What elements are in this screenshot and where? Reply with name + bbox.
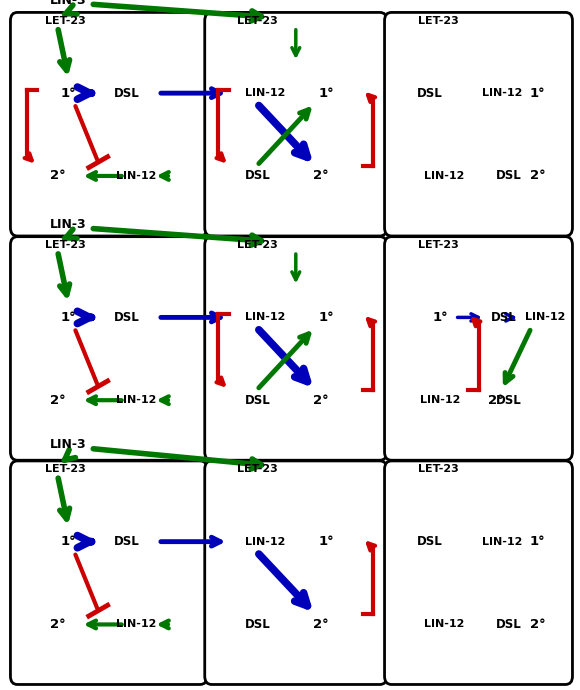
Text: 1°: 1° bbox=[318, 87, 334, 99]
Text: 1°: 1° bbox=[61, 87, 77, 99]
Text: LET-23: LET-23 bbox=[237, 16, 278, 26]
Text: LIN-12: LIN-12 bbox=[245, 537, 286, 546]
Text: 1°: 1° bbox=[61, 311, 77, 324]
Text: DSL: DSL bbox=[114, 311, 140, 324]
Text: 2°: 2° bbox=[313, 170, 329, 182]
Text: 2°: 2° bbox=[530, 618, 545, 631]
Text: 1°: 1° bbox=[530, 87, 545, 99]
Text: LIN-12: LIN-12 bbox=[525, 313, 566, 322]
Text: LIN-3: LIN-3 bbox=[50, 218, 87, 230]
Text: 2°: 2° bbox=[488, 394, 503, 406]
Text: DSL: DSL bbox=[114, 87, 140, 99]
Text: DSL: DSL bbox=[245, 394, 271, 406]
Text: DSL: DSL bbox=[496, 618, 521, 631]
Text: LET-23: LET-23 bbox=[418, 240, 458, 250]
Text: DSL: DSL bbox=[496, 170, 521, 182]
Text: LIN-3: LIN-3 bbox=[50, 438, 87, 451]
Text: LET-23: LET-23 bbox=[418, 16, 458, 26]
Text: LIN-12: LIN-12 bbox=[482, 88, 523, 98]
FancyBboxPatch shape bbox=[205, 461, 387, 684]
Text: 1°: 1° bbox=[318, 535, 334, 548]
FancyBboxPatch shape bbox=[205, 12, 387, 236]
Text: DSL: DSL bbox=[417, 87, 443, 99]
FancyBboxPatch shape bbox=[385, 237, 572, 460]
Text: 1°: 1° bbox=[530, 535, 545, 548]
Text: LET-23: LET-23 bbox=[45, 16, 86, 26]
FancyBboxPatch shape bbox=[385, 12, 572, 236]
Text: LET-23: LET-23 bbox=[418, 464, 458, 474]
Text: LIN-12: LIN-12 bbox=[116, 395, 157, 405]
Text: LET-23: LET-23 bbox=[237, 464, 278, 474]
Text: LIN-3: LIN-3 bbox=[50, 0, 87, 6]
Text: 1°: 1° bbox=[318, 311, 334, 324]
Text: LET-23: LET-23 bbox=[237, 240, 278, 250]
Text: 2°: 2° bbox=[313, 618, 329, 631]
Text: LIN-12: LIN-12 bbox=[245, 88, 286, 98]
Text: 2°: 2° bbox=[50, 170, 66, 182]
Text: LIN-12: LIN-12 bbox=[245, 313, 286, 322]
Text: DSL: DSL bbox=[496, 394, 521, 406]
Text: LIN-12: LIN-12 bbox=[423, 620, 464, 629]
FancyBboxPatch shape bbox=[10, 461, 207, 684]
FancyBboxPatch shape bbox=[10, 237, 207, 460]
FancyBboxPatch shape bbox=[205, 237, 387, 460]
Text: LIN-12: LIN-12 bbox=[423, 171, 464, 181]
Text: 2°: 2° bbox=[50, 618, 66, 631]
Text: 2°: 2° bbox=[313, 394, 329, 406]
FancyBboxPatch shape bbox=[10, 12, 207, 236]
Text: 1°: 1° bbox=[433, 311, 448, 324]
Text: 2°: 2° bbox=[50, 394, 66, 406]
Text: LIN-12: LIN-12 bbox=[116, 171, 157, 181]
Text: LIN-12: LIN-12 bbox=[482, 537, 523, 546]
FancyBboxPatch shape bbox=[385, 461, 572, 684]
Text: LET-23: LET-23 bbox=[45, 240, 86, 250]
Text: LIN-12: LIN-12 bbox=[420, 395, 461, 405]
Text: 1°: 1° bbox=[61, 535, 77, 548]
Text: DSL: DSL bbox=[114, 535, 140, 548]
Text: DSL: DSL bbox=[245, 618, 271, 631]
Text: LIN-12: LIN-12 bbox=[116, 620, 157, 629]
Text: DSL: DSL bbox=[417, 535, 443, 548]
Text: DSL: DSL bbox=[245, 170, 271, 182]
Text: LET-23: LET-23 bbox=[45, 464, 86, 474]
Text: 2°: 2° bbox=[530, 170, 545, 182]
Text: DSL: DSL bbox=[491, 311, 516, 324]
